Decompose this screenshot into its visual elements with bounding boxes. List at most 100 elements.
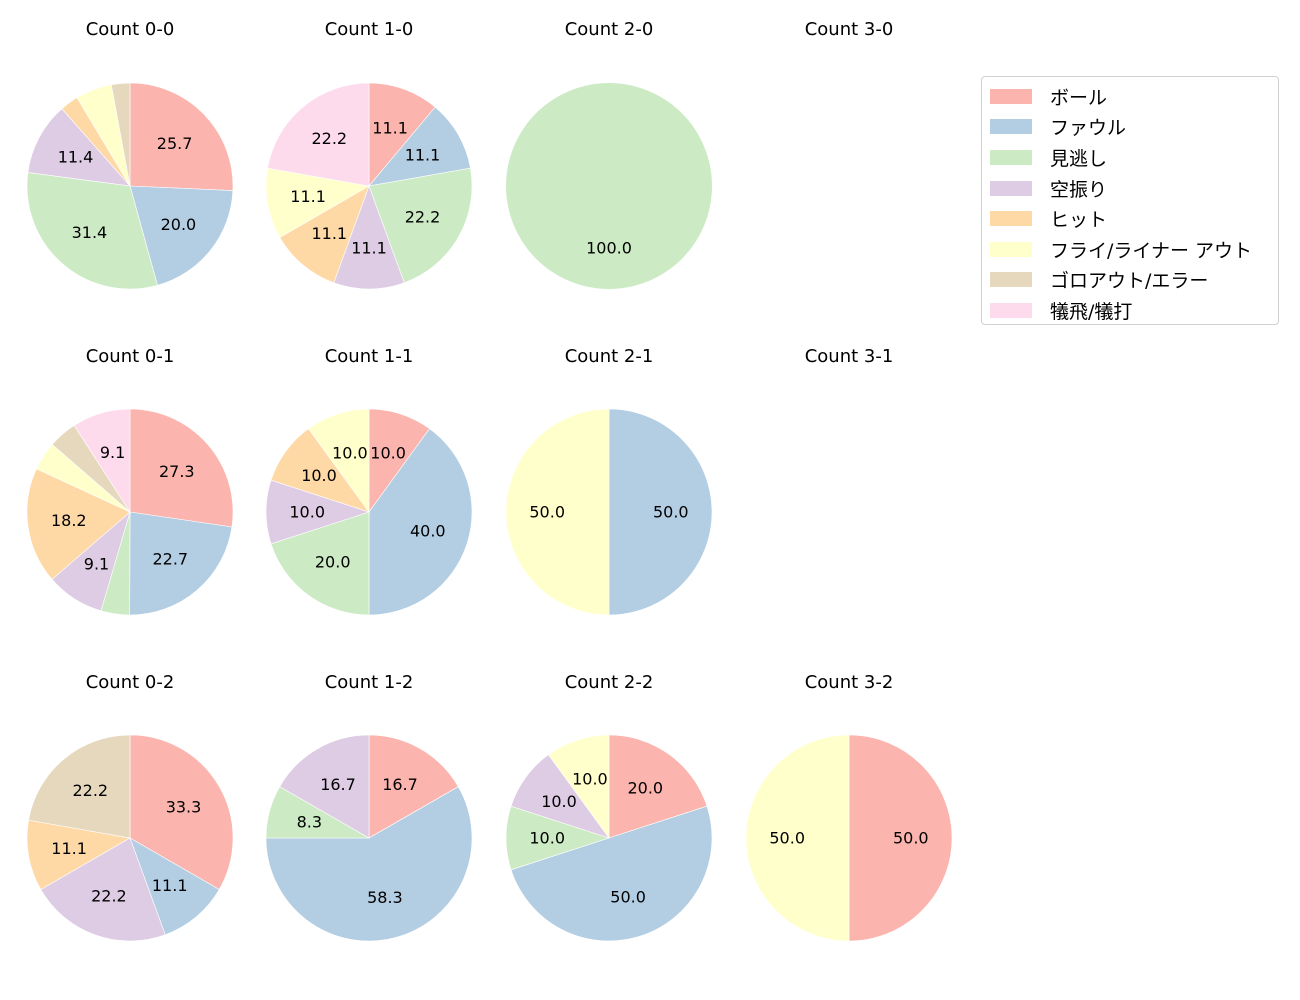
pie-value-label: 50.0 [769,829,805,848]
legend-item-foul: ファウル [982,112,1278,143]
legend-label: ゴロアウト/エラー [1050,270,1209,293]
legend-label: ファウル [1050,117,1127,140]
pie-panel: Count 2-1 50.0 50.0 [505,346,713,616]
pie-panel: Count 3-1 [805,346,894,367]
pie-panel: Count 1-011.111.122.211.111.111.122.2 [265,19,473,290]
pie-slice [73,408,131,514]
pie-slice [368,106,471,187]
pie-value-label: 22.2 [311,129,347,148]
pie-value-label: 50.0 [529,503,565,522]
pie-slice [26,172,158,290]
pie-value-label: 10.0 [289,503,325,522]
pie-value-label: 40.0 [410,522,446,541]
pie-value-label: 11.1 [152,876,188,895]
pie-slice [40,837,166,942]
pie-value-label: 11.1 [405,146,441,165]
pie-slice [506,83,712,289]
pie-value-label: 22.7 [152,549,188,568]
legend-item-swinging-strike: 空振り [982,173,1278,204]
legend-swatch [990,180,1032,196]
pie-panel: Count 0-2 33.3 11.1 22.2 11.1 22.2 [26,672,234,942]
pie-title: Count 1-2 [325,672,414,693]
pie-title: Count 2-2 [565,672,654,693]
pie-value-label: 11.1 [372,118,408,137]
legend-swatch [990,119,1032,135]
pie-value-label: 11.1 [311,224,347,243]
pie-slice [27,108,131,187]
pie-slice [368,734,459,839]
pie-title: Count 0-1 [86,346,175,367]
pie-value-label: 20.0 [315,553,351,572]
pie-title: Count 1-1 [325,346,414,367]
pie-value-label: 10.0 [301,466,337,485]
legend-swatch [990,88,1032,104]
legend-item-sacrifice: 犠飛/犠打 [982,295,1278,326]
pie-slice [333,185,405,290]
pie-slice [110,82,131,187]
pie-value-label: 9.1 [100,443,125,462]
pie-panel: Count 0-0 25.7 20.0 31.4 11.4 [26,19,234,290]
legend-label: 犠飛/犠打 [1050,300,1133,323]
pie-slice [308,408,370,513]
pie-slice [608,734,708,839]
pie-value-label: 22.2 [91,887,127,906]
pie-slice [265,167,370,238]
pie-panel: Count 3-2 50.0 50.0 [745,672,953,942]
legend-label: 見逃し [1050,147,1108,170]
pie-slice [368,428,473,616]
pie-title: Count 3-2 [805,672,894,693]
legend-swatch [990,302,1032,318]
pie-slice [28,734,131,839]
pie-value-label: 100.0 [586,238,632,257]
pie-value-label: 10.0 [332,444,368,463]
pie-slice [129,185,234,286]
pie-value-label: 50.0 [653,503,689,522]
pie-slice [848,734,953,942]
pie-title: Count 0-2 [86,672,175,693]
pie-slice [26,468,131,580]
pie-slice [129,82,234,191]
pie-slice [548,734,610,839]
pie-slice [608,408,713,616]
pie-value-label: 58.3 [367,888,403,907]
pie-value-label: 22.2 [72,781,108,800]
pie-value-label: 50.0 [893,829,929,848]
legend-label: フライ/ライナー アウト [1050,239,1253,262]
pie-slice [129,734,234,890]
pie-value-label: 8.3 [297,813,322,832]
pie-slice [265,786,473,942]
pie-title: Count 2-0 [565,19,654,40]
pie-title: Count 0-0 [86,19,175,40]
legend-item-ball: ボール [982,81,1278,112]
pie-value-label: 11.4 [58,147,94,166]
pie-value-label: 10.0 [529,829,565,848]
pie-slice [129,837,220,936]
pie-panel: Count 1-2 16.7 58.3 8.3 16.7 [265,672,473,942]
pie-value-label: 22.2 [405,207,441,226]
pie-slice [129,408,234,528]
pie-title: Count 2-1 [565,346,654,367]
pie-title: Count 3-1 [805,346,894,367]
pie-panel: Count 3-0 [805,19,894,40]
pie-value-label: 33.3 [166,798,202,817]
pie-slice [279,185,370,284]
pie-value-label: 10.0 [572,770,608,789]
legend-swatch [990,149,1032,165]
legend-swatch [990,241,1032,257]
pie-panel: Count 0-1 27.3 22.7 9.1 18.2 9.1 [26,346,234,616]
legend-item-called-strike: 見逃し [982,142,1278,173]
pie-slice [26,819,131,890]
pie-panel: Count 2-0 100.0 [506,19,712,289]
pie-value-label: 31.4 [72,223,108,242]
pie-value-label: 11.1 [351,238,387,257]
pie-slice [270,511,370,616]
legend: ボール ファウル 見逃し 空振り ヒット フライ/ライナー アウト ゴロアウト/… [981,76,1279,325]
pie-panel: Count 1-110.040.020.010.010.010.0 [265,346,473,616]
pie-value-label: 11.1 [51,839,87,858]
pie-slice [510,805,713,942]
legend-label: ヒット [1050,209,1108,232]
legend-swatch [990,272,1032,288]
pie-title: Count 3-0 [805,19,894,40]
pie-value-label: 11.1 [290,187,326,206]
